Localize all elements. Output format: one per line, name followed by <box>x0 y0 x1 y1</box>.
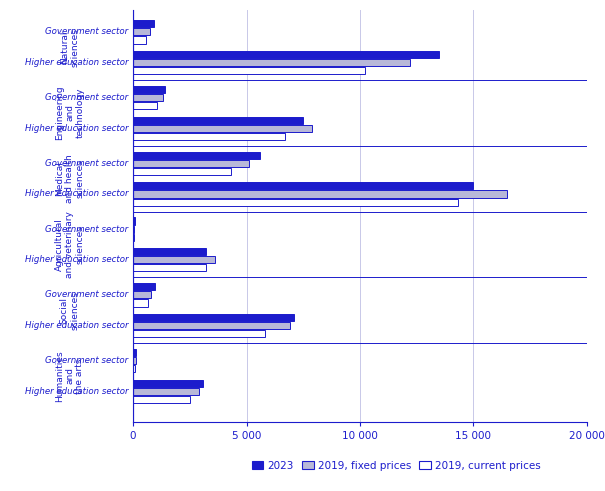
Text: Higher education sector: Higher education sector <box>25 190 128 198</box>
Text: Natural
sciences: Natural sciences <box>60 28 79 67</box>
Text: Agricultural
and veterinary
sciences: Agricultural and veterinary sciences <box>54 211 85 278</box>
Bar <box>133 330 265 337</box>
Bar <box>133 218 135 224</box>
Bar <box>133 225 134 233</box>
Text: Higher education sector: Higher education sector <box>25 321 128 330</box>
Bar <box>133 248 206 255</box>
Bar <box>133 191 508 197</box>
Bar <box>133 182 473 190</box>
Bar <box>133 28 150 35</box>
Bar <box>133 357 136 364</box>
Bar <box>133 86 165 93</box>
Bar <box>133 322 290 329</box>
Text: Humanities
and
the arts: Humanities and the arts <box>54 350 85 402</box>
Bar <box>133 291 151 299</box>
Bar <box>133 365 135 372</box>
Text: Government sector: Government sector <box>45 290 128 300</box>
Text: Government sector: Government sector <box>45 224 128 234</box>
Bar <box>133 102 157 109</box>
Bar <box>133 168 231 175</box>
Bar <box>133 125 312 132</box>
Bar <box>133 160 249 167</box>
Bar <box>133 51 439 58</box>
Bar <box>133 36 146 44</box>
Bar <box>133 116 303 124</box>
Bar <box>133 67 364 74</box>
Bar <box>133 152 260 159</box>
Text: Government sector: Government sector <box>45 27 128 36</box>
Bar <box>133 94 163 101</box>
Bar <box>133 198 457 206</box>
Text: Higher education sector: Higher education sector <box>25 58 128 67</box>
Bar <box>133 387 199 395</box>
Bar <box>133 314 294 321</box>
Bar <box>133 380 203 386</box>
Text: Higher education sector: Higher education sector <box>25 387 128 396</box>
Text: Higher education sector: Higher education sector <box>25 124 128 133</box>
Legend: 2023, 2019, fixed prices, 2019, current prices: 2023, 2019, fixed prices, 2019, current … <box>247 456 545 475</box>
Bar <box>133 300 148 306</box>
Bar <box>133 234 134 241</box>
Bar <box>133 349 136 356</box>
Bar <box>133 59 410 66</box>
Text: Government sector: Government sector <box>45 159 128 168</box>
Bar <box>133 256 215 263</box>
Text: Medical
and health
sciences: Medical and health sciences <box>54 154 85 203</box>
Text: Government sector: Government sector <box>45 356 128 365</box>
Text: Social
sciences: Social sciences <box>60 291 79 329</box>
Text: Government sector: Government sector <box>45 93 128 102</box>
Bar <box>133 133 285 140</box>
Bar <box>133 396 190 403</box>
Text: Higher education sector: Higher education sector <box>25 255 128 264</box>
Bar <box>133 283 155 290</box>
Bar <box>133 264 206 272</box>
Text: Engineering
and
technology: Engineering and technology <box>54 85 85 140</box>
Bar <box>133 20 154 27</box>
